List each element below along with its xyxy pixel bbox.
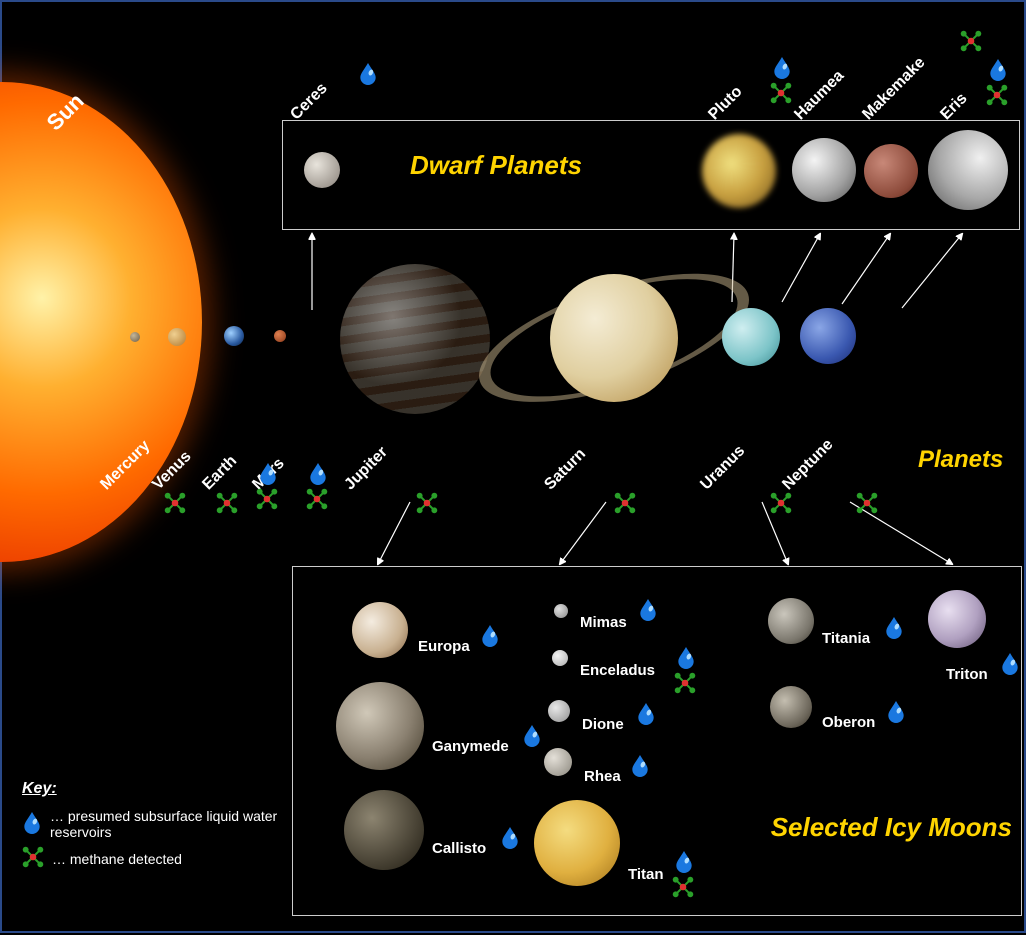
water-icon xyxy=(772,56,792,84)
key-row-water: … presumed subsurface liquid water reser… xyxy=(22,808,282,840)
methane-icon xyxy=(22,846,44,871)
dwarf-ceres xyxy=(304,152,340,188)
planet-neptune xyxy=(800,308,856,364)
methane-icon xyxy=(164,492,186,519)
planet-jupiter xyxy=(340,264,490,414)
moon-callisto xyxy=(344,790,424,870)
moon-titania xyxy=(768,598,814,644)
moon-europa xyxy=(352,602,408,658)
water-icon xyxy=(308,462,328,490)
methane-icon xyxy=(216,492,238,519)
key-title: Key: xyxy=(22,780,282,798)
methane-icon xyxy=(256,488,278,515)
methane-icon xyxy=(770,82,792,109)
planet-saturn xyxy=(550,274,678,402)
water-icon xyxy=(676,646,696,674)
dwarf-makemake xyxy=(864,144,918,198)
legend-key: Key: … presumed subsurface liquid water … xyxy=(22,780,282,871)
methane-icon xyxy=(960,30,982,57)
water-icon xyxy=(674,850,694,878)
moon-label-ganymede: Ganymede xyxy=(432,738,509,755)
water-icon xyxy=(636,702,656,730)
moon-mimas xyxy=(554,604,568,618)
moon-rhea xyxy=(544,748,572,776)
water-icon xyxy=(1000,652,1020,680)
planet-earth xyxy=(224,326,244,346)
water-icon xyxy=(500,826,520,854)
methane-icon xyxy=(672,876,694,903)
water-icon xyxy=(886,700,906,728)
moon-label-enceladus: Enceladus xyxy=(580,662,655,679)
planet-mars xyxy=(274,330,286,342)
water-icon xyxy=(988,58,1008,86)
moon-label-europa: Europa xyxy=(418,638,470,655)
water-icon xyxy=(358,62,378,90)
planet-uranus xyxy=(722,308,780,366)
planet-venus xyxy=(168,328,186,346)
moon-label-titania: Titania xyxy=(822,630,870,647)
water-icon xyxy=(480,624,500,652)
water-icon xyxy=(22,811,42,837)
moon-enceladus xyxy=(552,650,568,666)
water-icon xyxy=(638,598,658,626)
moon-ganymede xyxy=(336,682,424,770)
methane-icon xyxy=(986,84,1008,111)
dwarf-eris xyxy=(928,130,1008,210)
methane-icon xyxy=(306,488,328,515)
water-icon xyxy=(522,724,542,752)
moon-label-mimas: Mimas xyxy=(580,614,627,631)
methane-icon xyxy=(856,492,878,519)
dwarf-pluto xyxy=(702,134,776,208)
methane-icon xyxy=(770,492,792,519)
key-text: … presumed subsurface liquid water reser… xyxy=(50,808,282,840)
moon-label-rhea: Rhea xyxy=(584,768,621,785)
dwarf-haumea xyxy=(792,138,856,202)
key-row-methane: … methane detected xyxy=(22,846,282,871)
water-icon xyxy=(884,616,904,644)
key-text: … methane detected xyxy=(52,851,182,867)
methane-icon xyxy=(614,492,636,519)
methane-icon xyxy=(674,672,696,699)
water-icon xyxy=(630,754,650,782)
diagram-canvas: Sun Dwarf Planets Planets Selected Icy M… xyxy=(2,2,1024,931)
methane-icon xyxy=(416,492,438,519)
moon-label-dione: Dione xyxy=(582,716,624,733)
moon-label-oberon: Oberon xyxy=(822,714,875,731)
water-icon xyxy=(258,462,278,490)
planet-mercury xyxy=(130,332,140,342)
moon-oberon xyxy=(770,686,812,728)
moon-label-callisto: Callisto xyxy=(432,840,486,857)
moon-titan xyxy=(534,800,620,886)
moon-triton xyxy=(928,590,986,648)
moon-dione xyxy=(548,700,570,722)
moon-label-titan: Titan xyxy=(628,866,664,883)
moon-label-triton: Triton xyxy=(946,666,988,683)
